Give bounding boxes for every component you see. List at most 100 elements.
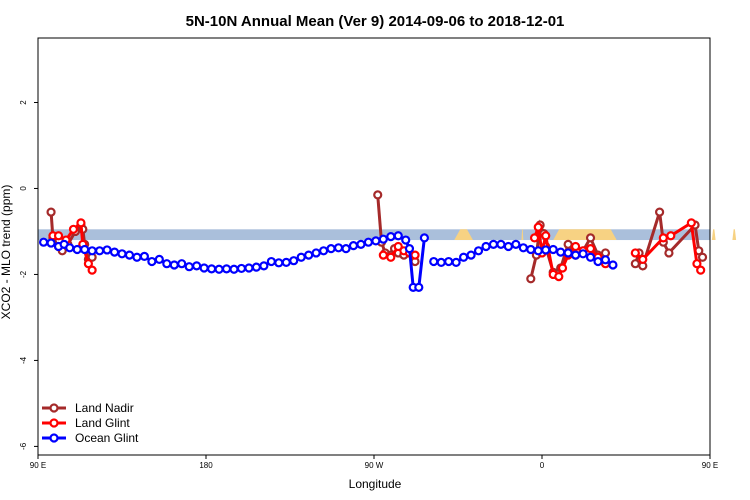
data-point (72, 244, 82, 255)
series-layer (38, 190, 708, 292)
data-point (333, 243, 344, 253)
data-point (393, 241, 403, 252)
data-point (658, 233, 668, 243)
data-point (692, 259, 702, 269)
data-point (585, 244, 596, 254)
data-point (473, 246, 484, 256)
data-point (444, 256, 454, 267)
ocean-band (38, 229, 710, 241)
data-point (289, 256, 299, 266)
data-point (80, 244, 90, 255)
data-point (102, 245, 112, 255)
x-tick-label: 90 E (30, 461, 46, 470)
data-point (666, 231, 676, 241)
data-point (600, 255, 611, 265)
data-point (83, 259, 94, 269)
data-point (429, 256, 439, 267)
x-tick-label: 0 (540, 461, 545, 470)
data-point (664, 248, 674, 258)
data-point (386, 252, 396, 262)
land-band-segment (711, 229, 716, 241)
data-point (401, 235, 411, 245)
x-axis-label: Longitude (349, 477, 402, 491)
data-point (697, 252, 708, 262)
data-point (147, 256, 157, 267)
chart-title: 5N-10N Annual Mean (Ver 9) 2014-09-06 to… (186, 13, 565, 30)
data-point (638, 254, 648, 264)
data-point (686, 218, 696, 228)
data-point (124, 250, 135, 260)
data-point (511, 239, 521, 249)
data-point (414, 282, 424, 292)
data-point (87, 246, 97, 256)
data-point (541, 245, 551, 255)
data-point (266, 256, 276, 267)
background-band (38, 229, 737, 241)
data-point (554, 271, 564, 282)
data-point (251, 262, 261, 272)
data-point (139, 251, 149, 261)
data-point (348, 241, 359, 251)
data-point (319, 246, 329, 256)
data-point (184, 262, 194, 272)
data-point (38, 237, 49, 247)
data-point (192, 261, 202, 271)
data-point (563, 248, 573, 258)
data-point (533, 222, 543, 232)
data-point (608, 260, 618, 270)
y-axis-label: XCO2 - MLO trend (ppm) (0, 185, 13, 320)
data-point (696, 265, 706, 275)
data-point (65, 243, 75, 253)
x-tick-label: 90 W (365, 461, 384, 470)
data-point (373, 190, 383, 200)
data-point (94, 246, 105, 256)
series-ocean-glint (38, 231, 618, 292)
data-point (496, 239, 506, 249)
land-band-segment (454, 229, 473, 241)
land-band-segment (553, 229, 617, 241)
data-point (548, 244, 558, 255)
data-point (304, 250, 314, 260)
legend-label: Ocean Glint (75, 431, 139, 445)
data-point (259, 261, 269, 271)
data-point (46, 207, 56, 217)
data-point (236, 263, 247, 274)
data-point (341, 244, 351, 254)
data-point (356, 239, 366, 249)
data-point (221, 264, 232, 274)
y-tick-label: -2 (19, 270, 28, 278)
data-point (154, 254, 164, 264)
data-point (410, 250, 420, 260)
data-point (526, 244, 536, 255)
data-point (466, 250, 476, 260)
data-point (169, 260, 179, 270)
data-point (296, 252, 306, 262)
data-point (162, 259, 172, 269)
data-point (393, 231, 403, 241)
data-point (311, 248, 321, 258)
data-point (570, 250, 581, 260)
data-point (563, 239, 573, 249)
data-point (404, 244, 415, 254)
data-point (556, 247, 566, 257)
data-point (503, 241, 513, 252)
data-point (585, 252, 596, 262)
data-point (371, 236, 381, 246)
data-point (76, 218, 86, 228)
legend-marker (49, 433, 59, 443)
data-point (207, 264, 217, 274)
data-point (529, 233, 540, 243)
data-point (526, 274, 536, 284)
legend-item: Ocean Glint (42, 431, 139, 445)
land-band-segment (732, 229, 737, 241)
data-point (87, 265, 97, 275)
data-point (518, 243, 528, 253)
data-point (378, 234, 388, 244)
data-point (630, 259, 640, 269)
data-point (363, 237, 373, 247)
legend-item: Land Glint (42, 416, 130, 430)
data-point (488, 239, 499, 249)
data-point (177, 259, 187, 269)
data-point (378, 250, 388, 260)
